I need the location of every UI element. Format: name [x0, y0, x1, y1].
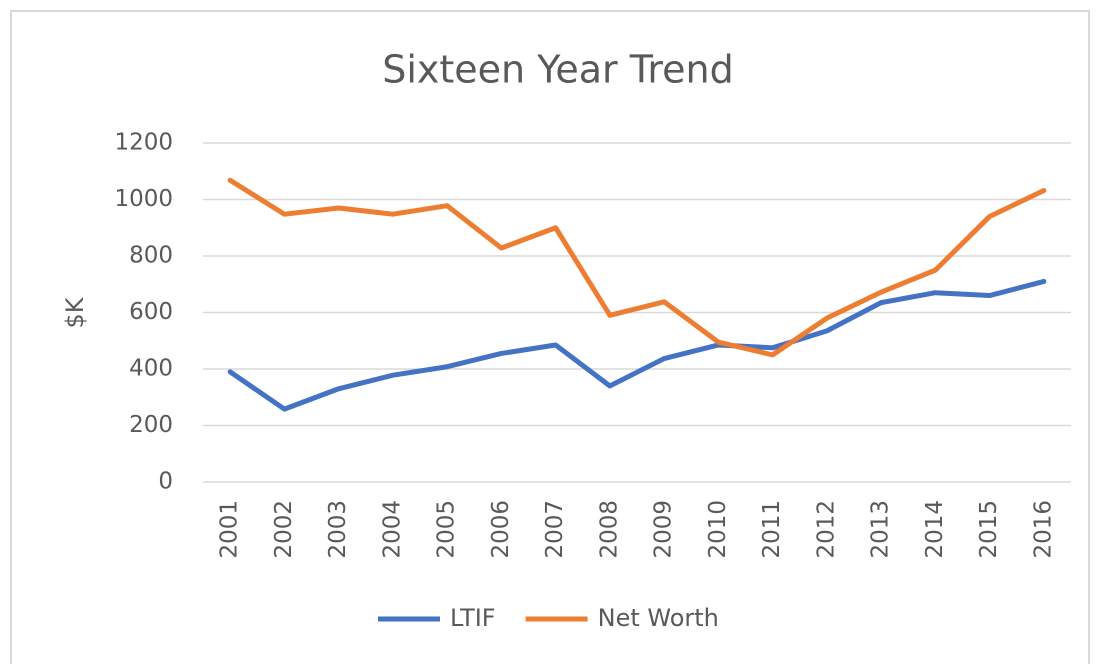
x-tick-label: 2011	[759, 500, 785, 559]
x-tick-label: 2008	[596, 500, 622, 559]
chart-border	[10, 10, 1090, 664]
y-tick-label: 800	[129, 243, 173, 269]
x-tick-label: 2001	[217, 500, 243, 559]
y-tick-label: 0	[158, 469, 173, 495]
x-tick-label: 2015	[976, 500, 1002, 559]
y-tick-label: 400	[129, 356, 173, 382]
y-axis-title: $K	[61, 296, 89, 328]
x-tick-label: 2003	[325, 500, 351, 559]
x-tick-label: 2006	[488, 500, 514, 559]
chart-title: Sixteen Year Trend	[382, 48, 734, 92]
x-tick-label: 2004	[379, 500, 405, 559]
y-tick-label: 1000	[114, 186, 173, 212]
x-tick-label: 2014	[922, 500, 948, 559]
y-tick-label: 1200	[114, 130, 173, 156]
legend-label: Net Worth	[598, 604, 719, 632]
legend-label: LTIF	[450, 604, 496, 632]
x-tick-label: 2005	[434, 500, 460, 559]
x-tick-label: 2016	[1030, 500, 1056, 559]
x-tick-label: 2002	[271, 500, 297, 559]
x-tick-label: 2012	[813, 500, 839, 559]
x-tick-label: 2007	[542, 500, 568, 559]
x-tick-label: 2010	[705, 500, 731, 559]
series-line	[227, 278, 1047, 412]
y-tick-label: 600	[129, 299, 173, 325]
x-tick-label: 2009	[651, 500, 677, 559]
series-line	[227, 177, 1047, 358]
y-tick-label: 200	[129, 412, 173, 438]
x-tick-label: 2013	[868, 500, 894, 559]
